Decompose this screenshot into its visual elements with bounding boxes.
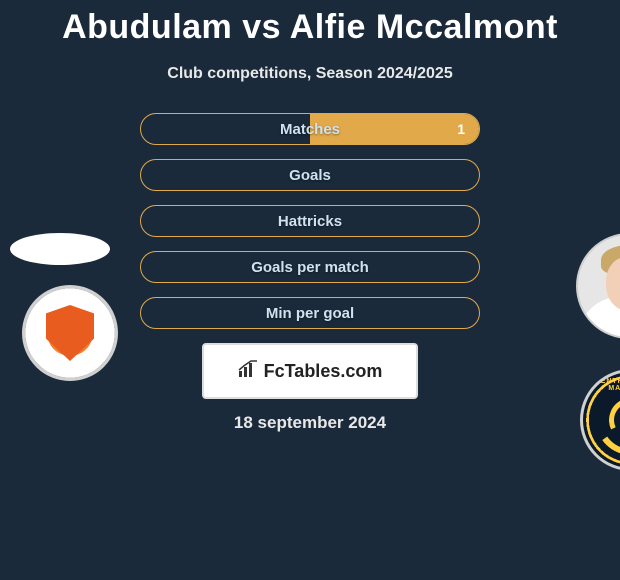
date-line: 18 september 2024 (0, 413, 620, 433)
stat-row: Goals per match (140, 251, 480, 283)
subtitle: Club competitions, Season 2024/2025 (0, 65, 620, 83)
right-club-badge: CENTRAL COAST MARINERS (580, 369, 620, 471)
brand-box: FcTables.com (202, 343, 418, 399)
left-club-shield-icon (46, 305, 94, 361)
stat-row: Goals (140, 159, 480, 191)
brand-text: FcTables.com (264, 361, 383, 382)
left-club-badge (22, 285, 118, 381)
stat-row: Hattricks (140, 205, 480, 237)
stat-row: Matches1 (140, 113, 480, 145)
chart-icon (238, 360, 258, 383)
stat-label: Hattricks (141, 206, 479, 236)
stat-label: Min per goal (141, 298, 479, 328)
stat-row: Min per goal (140, 297, 480, 329)
stat-label: Matches (141, 114, 479, 144)
left-player-avatar (10, 233, 110, 265)
stat-value-right: 1 (457, 114, 465, 144)
stat-label: Goals (141, 160, 479, 190)
comparison-panel: CENTRAL COAST MARINERS Matches1GoalsHatt… (0, 113, 620, 433)
page-title: Abudulam vs Alfie Mccalmont (0, 0, 620, 47)
stat-label: Goals per match (141, 252, 479, 282)
